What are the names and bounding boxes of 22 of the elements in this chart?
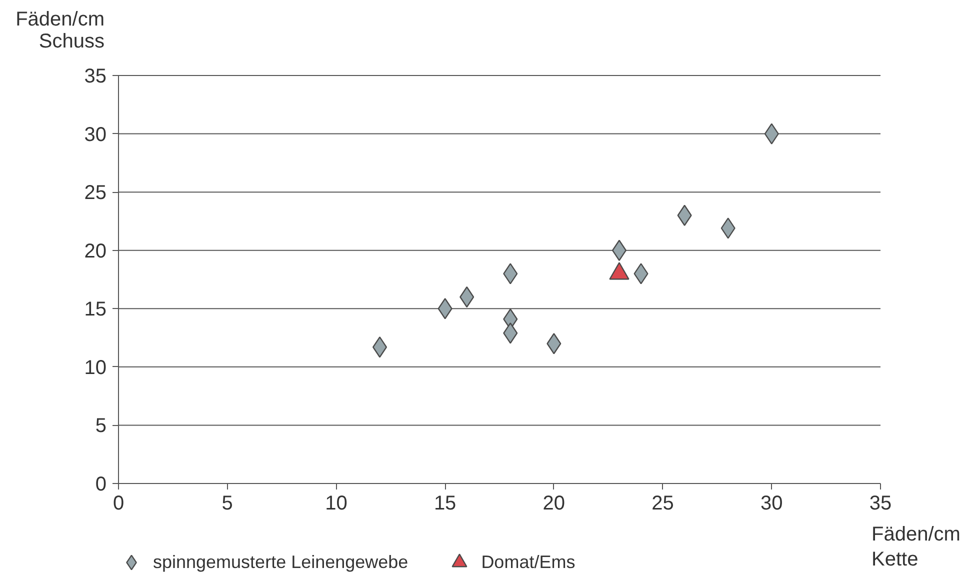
y-tick-label: 10 bbox=[84, 356, 107, 379]
legend-label: spinngemusterte Leinengewebe bbox=[153, 552, 408, 572]
y-axis-title: Fäden/cm Schuss bbox=[16, 8, 105, 52]
x-tick-label: 15 bbox=[434, 492, 456, 514]
y-tick-label: 25 bbox=[84, 182, 107, 204]
point bbox=[612, 240, 627, 261]
y-tick-label: 0 bbox=[95, 474, 106, 496]
x-axis-title: Fäden/cm Kette bbox=[872, 524, 960, 570]
x-tick-label: 30 bbox=[760, 492, 783, 514]
x-tick-label: 5 bbox=[222, 492, 233, 514]
y-tick-label: 30 bbox=[84, 124, 107, 146]
legend-label: Domat/Ems bbox=[481, 552, 576, 572]
y-tick-label: 35 bbox=[84, 66, 107, 88]
y-tick-label: 20 bbox=[84, 240, 107, 262]
y-tick-label: 15 bbox=[84, 298, 107, 321]
y-tick-label: 5 bbox=[95, 415, 106, 438]
x-tick-label: 10 bbox=[325, 492, 348, 514]
x-tick-label: 35 bbox=[869, 492, 892, 514]
x-tick-label: 25 bbox=[652, 492, 674, 514]
x-tick-label: 0 bbox=[112, 492, 124, 514]
x-tick-label: 20 bbox=[542, 492, 566, 514]
point bbox=[372, 336, 388, 358]
